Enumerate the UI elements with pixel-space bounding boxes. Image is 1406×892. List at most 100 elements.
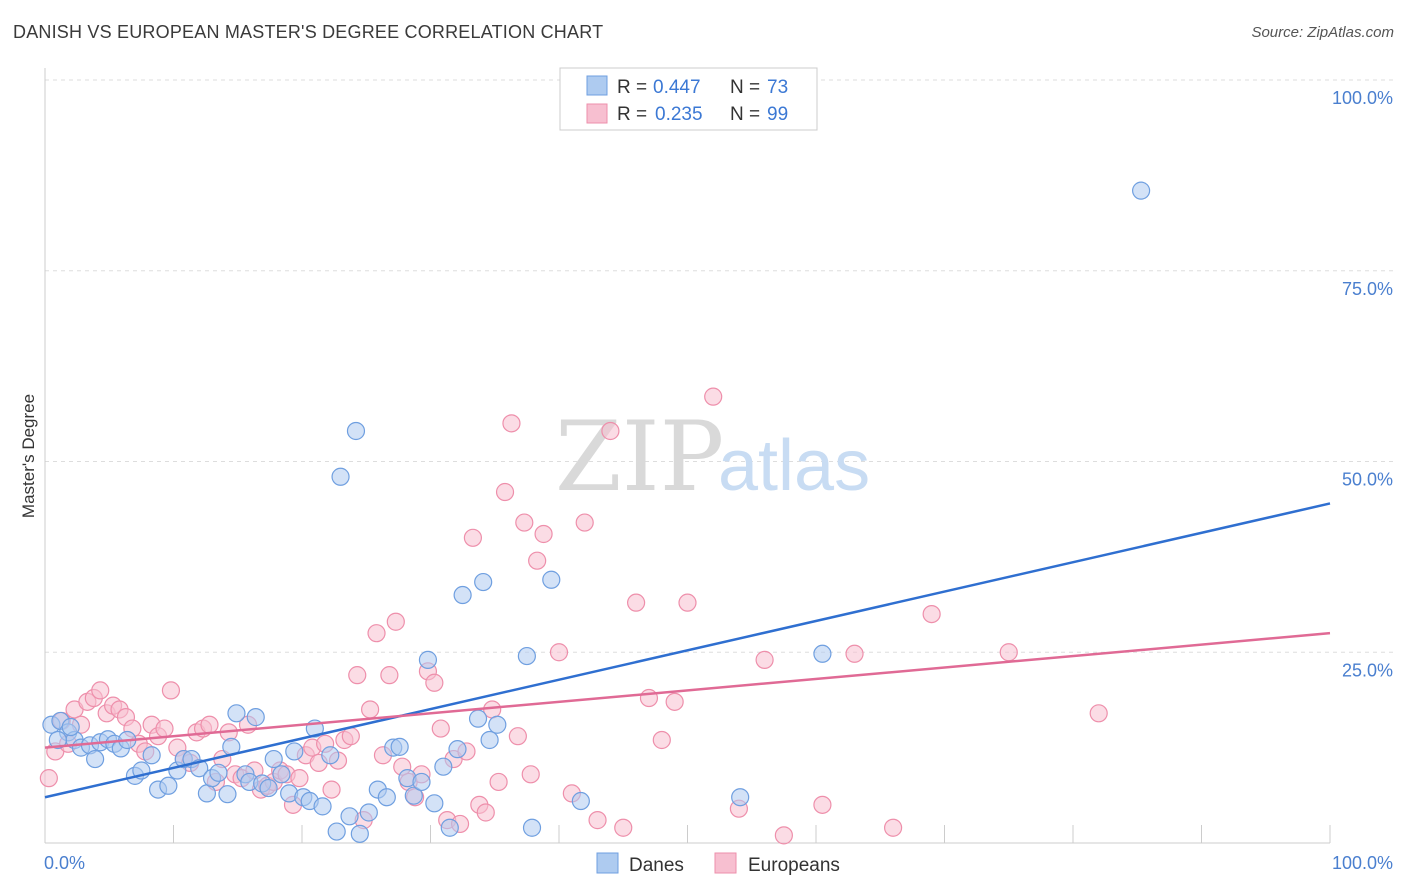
- europeans-point-8: [91, 681, 110, 700]
- europeans-point-80: [575, 513, 594, 532]
- y-tick-label-2: 50.0%: [1342, 470, 1393, 490]
- danes-point-53: [412, 772, 431, 792]
- legend-bottom-europeans: Europeans: [748, 855, 840, 876]
- europeans-point-74: [515, 513, 534, 532]
- europeans-point-94: [845, 644, 864, 663]
- watermark-atlas: atlas: [718, 426, 870, 506]
- danes-point-16: [159, 776, 178, 795]
- danes-point-33: [272, 765, 291, 784]
- danes-point-68: [731, 788, 750, 807]
- danes-point-45: [350, 824, 369, 843]
- legend-danes-r-label: R =: [617, 77, 647, 98]
- x-tick-label-right: 100.0%: [1332, 853, 1393, 873]
- danes-trend-line: [44, 502, 1331, 799]
- europeans-point-88: [678, 593, 697, 612]
- danes-point-52: [404, 786, 423, 805]
- danes-points: [42, 181, 1151, 843]
- danes-point-24: [218, 785, 237, 804]
- danes-point-60: [468, 709, 488, 728]
- europeans-point-98: [1089, 704, 1108, 723]
- danes-point-23: [209, 763, 228, 782]
- danes-point-62: [480, 730, 499, 750]
- y-tick-label-0: 100.0%: [1332, 88, 1393, 108]
- watermark-zip: ZIP: [555, 401, 724, 513]
- europeans-point-39: [290, 769, 309, 788]
- danes-point-63: [488, 715, 507, 734]
- legend-bottom-danes: Danes: [629, 855, 684, 876]
- europeans-point-77: [534, 524, 553, 544]
- danes-point-41: [327, 822, 346, 841]
- danes-point-65: [522, 818, 542, 837]
- danes-point-31: [259, 778, 278, 798]
- legend-europeans-r-label: R =: [617, 104, 647, 125]
- danes-point-50: [390, 737, 409, 756]
- legend-danes-r-value: 0.447: [653, 77, 701, 98]
- danes-point-14: [142, 746, 161, 765]
- legend-swatch-europeans: [586, 103, 608, 124]
- danes-point-61: [474, 572, 493, 592]
- legend-europeans-n-label: N =: [730, 104, 760, 125]
- europeans-point-71: [495, 482, 515, 502]
- danes-point-6: [86, 749, 105, 769]
- danes-point-39: [313, 797, 332, 816]
- danes-point-54: [418, 650, 438, 669]
- europeans-point-53: [380, 666, 399, 685]
- europeans-point-84: [626, 593, 646, 612]
- europeans-point-68: [476, 803, 495, 822]
- danes-point-26: [227, 704, 246, 723]
- legend-top: R = 0.447 N = 73 R = 0.235 N = 99: [559, 67, 818, 131]
- europeans-point-54: [386, 612, 405, 631]
- europeans-point-66: [463, 528, 483, 547]
- danes-point-59: [453, 585, 472, 605]
- y-tick-label-3: 25.0%: [1342, 660, 1393, 680]
- danes-point-46: [359, 803, 378, 822]
- legend-danes-n-label: N =: [730, 77, 760, 98]
- europeans-point-44: [322, 780, 341, 799]
- europeans-trend-line: [44, 631, 1331, 749]
- danes-point-55: [425, 794, 444, 813]
- europeans-point-95: [883, 818, 903, 837]
- europeans-point-81: [588, 811, 607, 830]
- europeans-point-83: [614, 818, 633, 837]
- y-tick-labels: 100.0% 75.0% 50.0% 25.0%: [1332, 88, 1393, 680]
- europeans-point-72: [502, 414, 521, 433]
- legend-europeans-r-value: 0.235: [655, 104, 703, 125]
- danes-point-43: [346, 421, 366, 441]
- grid: [45, 79, 1393, 653]
- danes-point-72: [61, 717, 80, 737]
- europeans-point-73: [508, 727, 527, 746]
- europeans-point-61: [431, 719, 450, 738]
- europeans-point-76: [528, 551, 547, 570]
- europeans-point-50: [361, 700, 380, 719]
- y-axis-label: Master's Degree: [19, 394, 38, 518]
- danes-point-69: [813, 644, 832, 663]
- danes-point-70: [1132, 181, 1151, 200]
- danes-point-58: [448, 740, 467, 759]
- europeans-point-97: [999, 643, 1018, 662]
- legend-bottom: Danes Europeans: [596, 852, 840, 876]
- danes-point-29: [246, 708, 265, 727]
- danes-point-57: [440, 818, 459, 837]
- y-tick-label-1: 75.0%: [1342, 279, 1393, 299]
- source-credit: Source: ZipAtlas.com: [1251, 24, 1394, 41]
- danes-point-67: [571, 791, 590, 811]
- legend-europeans-n-value: 99: [767, 104, 788, 125]
- danes-point-40: [321, 746, 340, 765]
- danes-point-66: [542, 570, 561, 589]
- europeans-point-47: [341, 727, 360, 746]
- danes-point-71: [48, 730, 67, 750]
- europeans-point-86: [652, 730, 671, 750]
- europeans-point-60: [425, 673, 444, 692]
- europeans-point-92: [774, 826, 793, 845]
- axes: [44, 68, 1331, 844]
- danes-point-56: [434, 757, 453, 776]
- europeans-point-75: [521, 765, 540, 784]
- europeans-point-89: [704, 387, 723, 406]
- europeans-point-87: [665, 692, 684, 711]
- danes-point-21: [197, 784, 217, 803]
- europeans-point-91: [755, 650, 774, 669]
- legend-danes-n-value: 73: [767, 77, 788, 98]
- danes-point-64: [517, 646, 536, 666]
- danes-point-44: [340, 807, 359, 826]
